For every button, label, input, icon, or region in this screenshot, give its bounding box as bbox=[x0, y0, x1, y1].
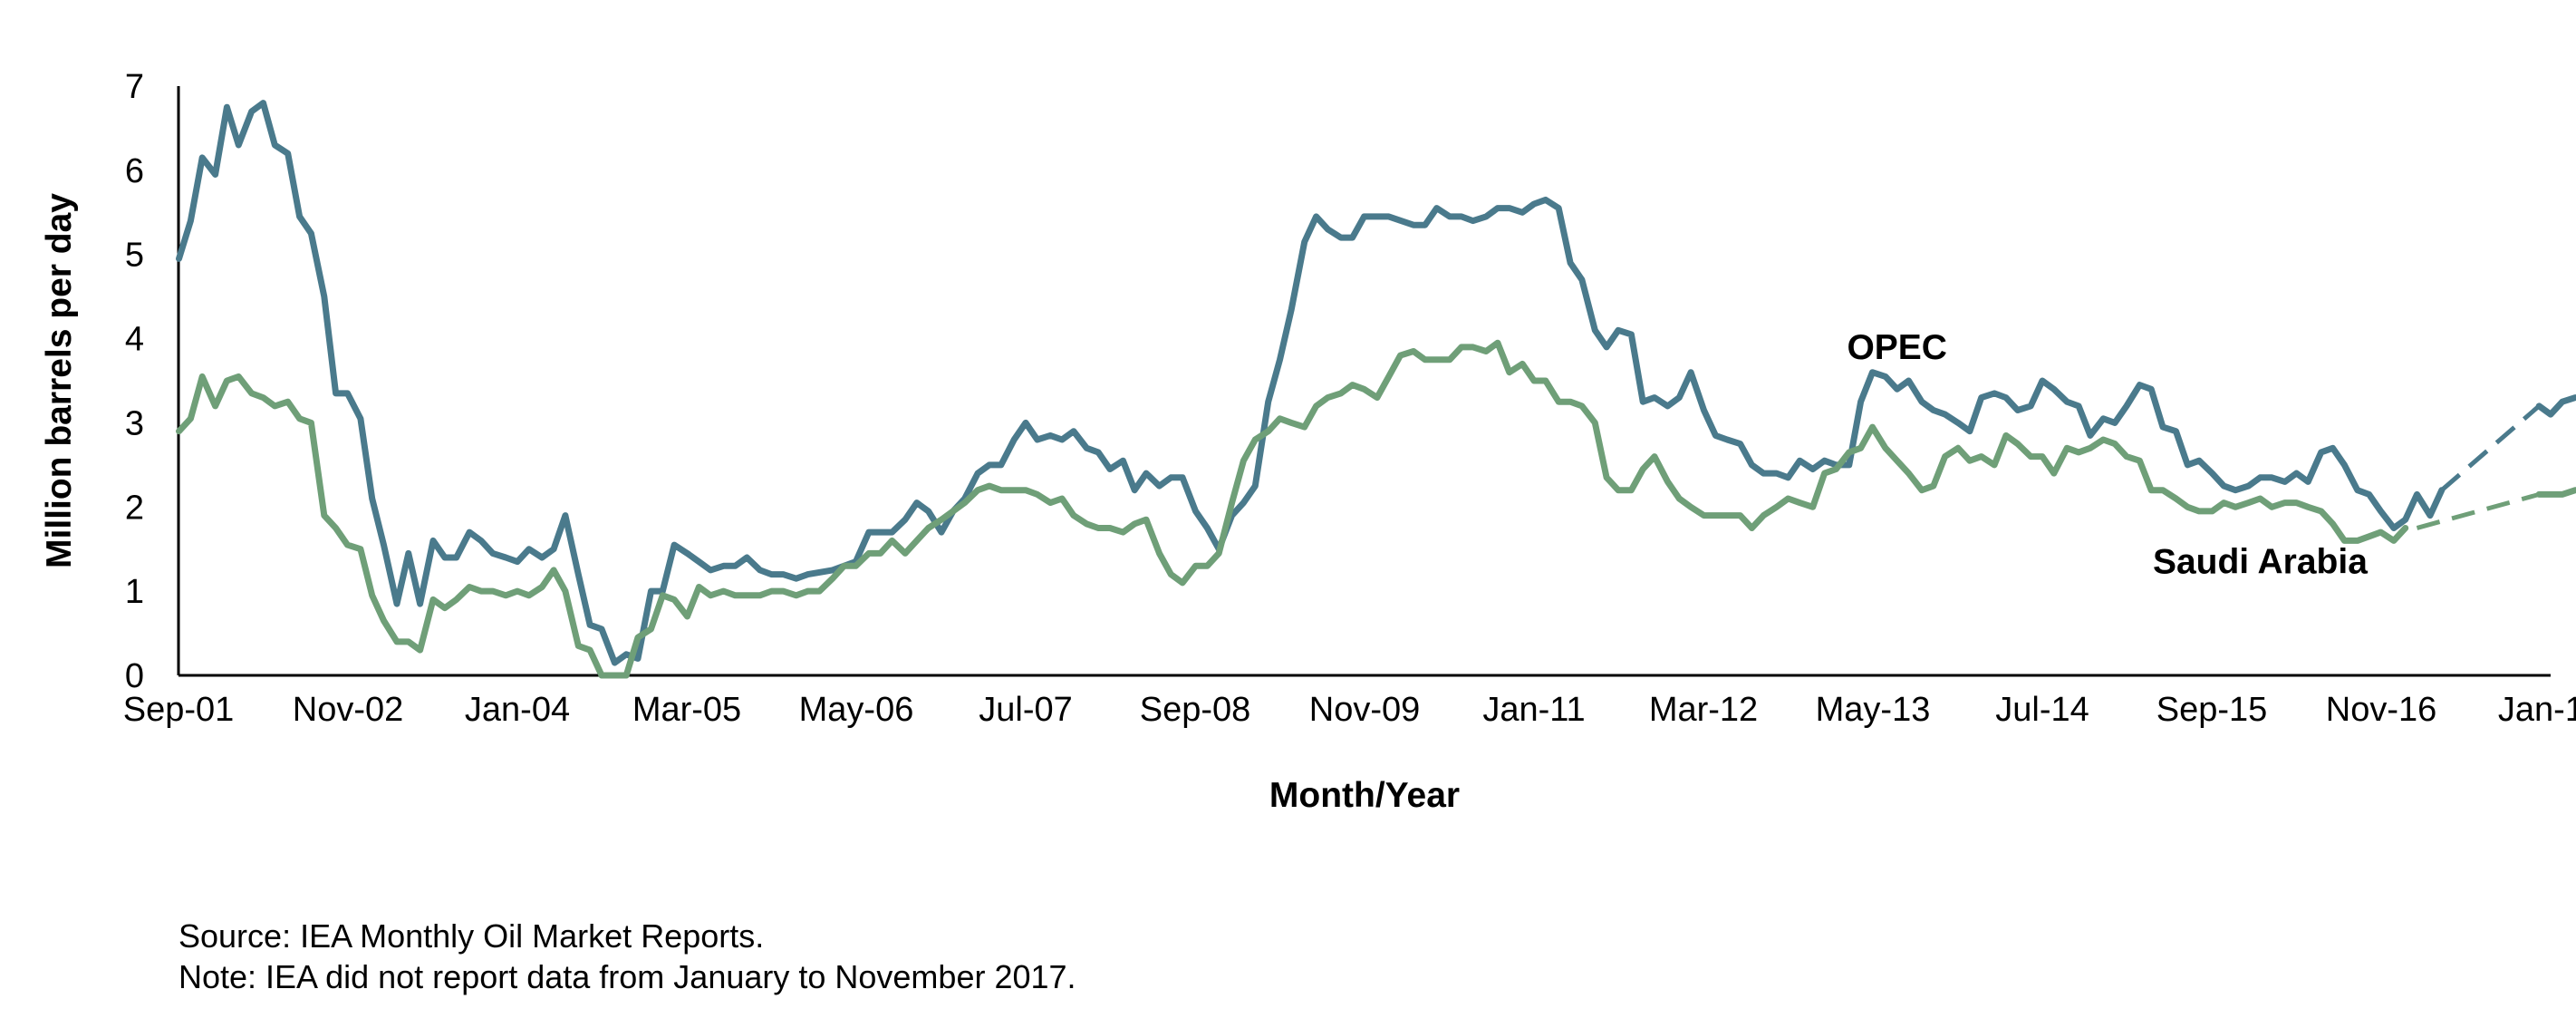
series-label-opec: OPEC bbox=[1847, 328, 1947, 367]
x-tick-label: May-06 bbox=[799, 691, 914, 729]
y-tick-label: 6 bbox=[125, 152, 144, 190]
x-tick-label: Jan-18 bbox=[2498, 691, 2576, 729]
series-line-opec bbox=[176, 100, 2446, 666]
x-tick-label: Nov-09 bbox=[1309, 691, 1421, 729]
x-tick-label: Nov-02 bbox=[293, 691, 404, 729]
series-line-opec-2018 bbox=[2535, 394, 2576, 418]
x-tick-label: Mar-05 bbox=[632, 691, 741, 729]
series-line-saudi-arabia-2018 bbox=[2535, 487, 2576, 498]
y-tick-label: 3 bbox=[125, 404, 144, 442]
x-tick-label: Jul-14 bbox=[1995, 691, 2089, 729]
y-tick-labels: 0 1 2 3 4 5 6 7 bbox=[125, 68, 144, 695]
x-tick-label: Sep-01 bbox=[123, 691, 235, 729]
y-tick-label: 4 bbox=[125, 321, 144, 359]
y-tick-label: 7 bbox=[125, 68, 144, 106]
series-label-saudi-arabia: Saudi Arabia bbox=[2153, 543, 2368, 582]
x-tick-labels: Sep-01 Nov-02 Jan-04 Mar-05 May-06 Jul-07 Sep-… bbox=[123, 691, 2576, 729]
projection-line-opec bbox=[2440, 404, 2541, 492]
x-tick-label: Nov-16 bbox=[2326, 691, 2437, 729]
x-tick-label: Jan-04 bbox=[465, 691, 570, 729]
x-tick-label: Sep-08 bbox=[1140, 691, 1251, 729]
series-line-saudi-arabia bbox=[176, 339, 2409, 679]
line-chart: 0 1 2 3 4 5 6 7 Sep-01 Nov-02 Jan-04 Mar-05 May-06 J… bbox=[40, 68, 2576, 815]
x-tick-label: May-13 bbox=[1816, 691, 1931, 729]
data-gap-note: Note: IEA did not report data from Janua… bbox=[178, 958, 1076, 995]
y-tick-label: 1 bbox=[125, 573, 144, 611]
projection-line-saudi-arabia bbox=[2416, 491, 2540, 530]
x-tick-label: Jan-11 bbox=[1482, 691, 1585, 729]
source-note: Source: IEA Monthly Oil Market Reports. bbox=[178, 917, 765, 955]
x-tick-label: Sep-15 bbox=[2156, 691, 2268, 729]
series-lines bbox=[176, 100, 2576, 679]
y-tick-label: 2 bbox=[125, 489, 144, 527]
y-tick-label: 5 bbox=[125, 237, 144, 275]
chart-notes: Source: IEA Monthly Oil Market Reports. … bbox=[178, 916, 1076, 997]
x-tick-label: Jul-07 bbox=[979, 691, 1073, 729]
y-tick-label: 0 bbox=[125, 657, 144, 695]
x-tick-label: Mar-12 bbox=[1649, 691, 1758, 729]
y-axis-title: Million barrels per day bbox=[40, 193, 79, 568]
series-annotations: OPEC Saudi Arabia bbox=[1847, 328, 2368, 582]
x-axis-title: Month/Year bbox=[1269, 776, 1460, 815]
